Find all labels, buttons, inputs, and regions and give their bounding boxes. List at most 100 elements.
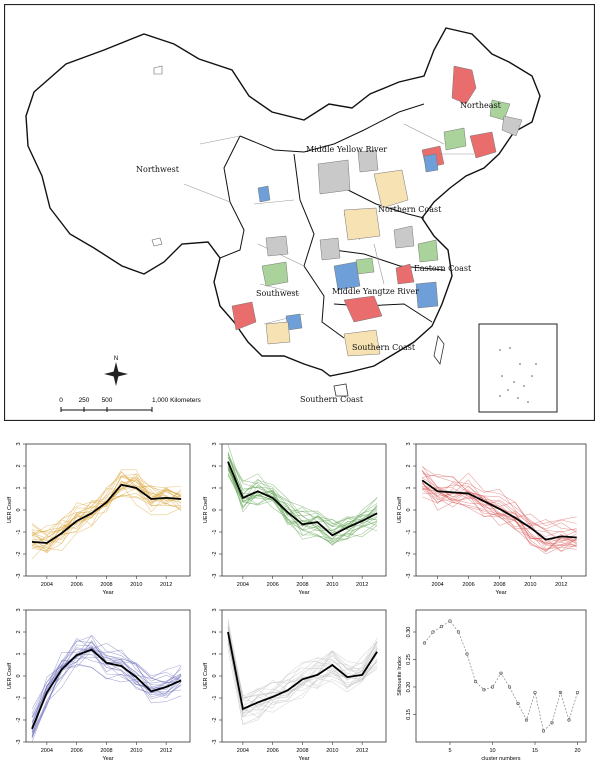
x-tick-label: 2010: [130, 748, 142, 754]
silhouette-point: [448, 619, 452, 623]
region-label-northwest: Northwest: [136, 165, 180, 174]
patch-green: [443, 127, 467, 151]
member-series-line: [422, 489, 577, 555]
x-tick-label: 2006: [71, 748, 83, 754]
y-tick-label: -2: [212, 552, 218, 557]
silhouette-point: [533, 690, 537, 695]
y-tick-label: -2: [16, 552, 22, 557]
y-axis-label: UER Coeff: [203, 662, 209, 689]
x-tick-label: 2010: [326, 748, 338, 754]
silhouette-point: [422, 641, 427, 645]
patch-blue: [257, 185, 271, 203]
y-tick-label: 3: [212, 608, 218, 611]
member-series-line: [31, 640, 182, 714]
silhouette-point: [456, 630, 461, 634]
x-axis-label: Year: [102, 590, 113, 596]
patch-gray: [357, 149, 379, 173]
member-series-line: [31, 471, 182, 537]
member-series-line: [227, 649, 378, 725]
y-tick-label: -3: [212, 574, 218, 579]
mean-series-line: [31, 648, 182, 730]
patch-red: [231, 301, 257, 331]
member-series-line: [31, 663, 182, 743]
y-axis-label: Silhouette Index: [397, 656, 403, 696]
chart-cluster-5: -3 -2 -1 0 1 2 3 2004 2006 2008 2010 2012 Year UER Co…: [203, 608, 387, 762]
member-series-line: [227, 637, 378, 718]
y-tick-label: 2: [406, 464, 412, 467]
y-tick-label: 2: [212, 464, 218, 467]
prefecture-patches: [231, 65, 523, 357]
silhouette-point: [431, 630, 435, 634]
region-label-southwest: Southwest: [256, 289, 300, 298]
member-series-line: [422, 482, 577, 552]
y-tick-label: -3: [16, 574, 22, 579]
x-axis-label: Year: [102, 756, 113, 762]
plot-frame: [25, 609, 191, 743]
x-tick-label: 2006: [267, 748, 279, 754]
x-tick-label: 2012: [160, 582, 172, 588]
silhouette-point: [507, 685, 512, 689]
silhouette-point: [541, 729, 546, 733]
x-axis-label: cluster numbers: [481, 756, 520, 762]
x-tick-label: 2004: [41, 582, 53, 588]
y-tick-label: 1: [212, 486, 218, 489]
plot-frame: [25, 443, 191, 577]
member-series-line: [31, 646, 182, 719]
x-tick-label: 2004: [432, 582, 444, 588]
silhouette-point: [490, 685, 495, 689]
mean-series-line: [227, 461, 378, 537]
member-series-line: [422, 492, 577, 552]
patch-red: [343, 295, 383, 323]
taiwan-island: [433, 335, 445, 365]
member-series-line: [227, 468, 378, 538]
y-axis-label: UER Coeff: [397, 496, 403, 523]
patch-orange: [373, 169, 409, 209]
region-label-eastern-coast: Eastern Coast: [414, 264, 472, 273]
member-series-line: [31, 637, 182, 710]
member-series-line: [31, 483, 182, 551]
member-series-line: [31, 485, 182, 552]
mean-series-line: [31, 483, 182, 544]
member-series-line: [421, 470, 577, 541]
x-tick-label: 15: [532, 748, 538, 754]
patch-blue: [415, 281, 439, 309]
plot-frame: [221, 443, 387, 577]
y-tick-label: -3: [212, 740, 218, 745]
member-series-line: [227, 642, 378, 713]
region-boundary-west: [219, 135, 245, 259]
x-tick-label: 2004: [237, 582, 249, 588]
y-tick-label: 3: [406, 442, 412, 445]
member-series-line: [227, 463, 378, 534]
patch-red: [469, 131, 497, 159]
patch-blue: [333, 261, 361, 291]
x-tick-label: 2006: [462, 582, 474, 588]
inset-islands: [499, 347, 537, 403]
china-outline: [25, 27, 541, 377]
region-label-northeast: Northeast: [460, 101, 502, 110]
member-series-line: [227, 460, 378, 544]
y-tick-label: 1: [16, 486, 22, 489]
y-tick-label: 3: [16, 442, 22, 445]
silhouette-point: [439, 624, 444, 629]
member-series-line: [227, 456, 378, 530]
silhouette-point: [516, 701, 520, 706]
member-series-line: [227, 625, 378, 718]
scale-tick-1000: 1,000 Kilometers: [152, 397, 202, 404]
x-axis-label: Year: [495, 590, 506, 596]
map-panel: N 0 250 500 1,000 Kilometers Northwest M…: [4, 4, 595, 421]
y-axis-label: UER Coeff: [7, 496, 13, 523]
y-tick-label: 0.20: [406, 682, 412, 693]
y-tick-label: 1: [406, 486, 412, 489]
member-series-line: [422, 488, 577, 552]
member-series-line: [227, 626, 378, 714]
member-series-line: [31, 649, 182, 730]
y-tick-label: -2: [16, 718, 22, 723]
y-tick-label: 0: [16, 508, 22, 511]
silhouette-point: [465, 652, 469, 656]
y-tick-label: 0: [406, 508, 412, 511]
y-tick-label: -2: [406, 552, 412, 557]
chart-cluster-3: -3 -2 -1 0 1 2 3 2004 2006 2008 2010 2012 Year UER Co…: [397, 442, 587, 596]
patch-red: [395, 263, 415, 285]
